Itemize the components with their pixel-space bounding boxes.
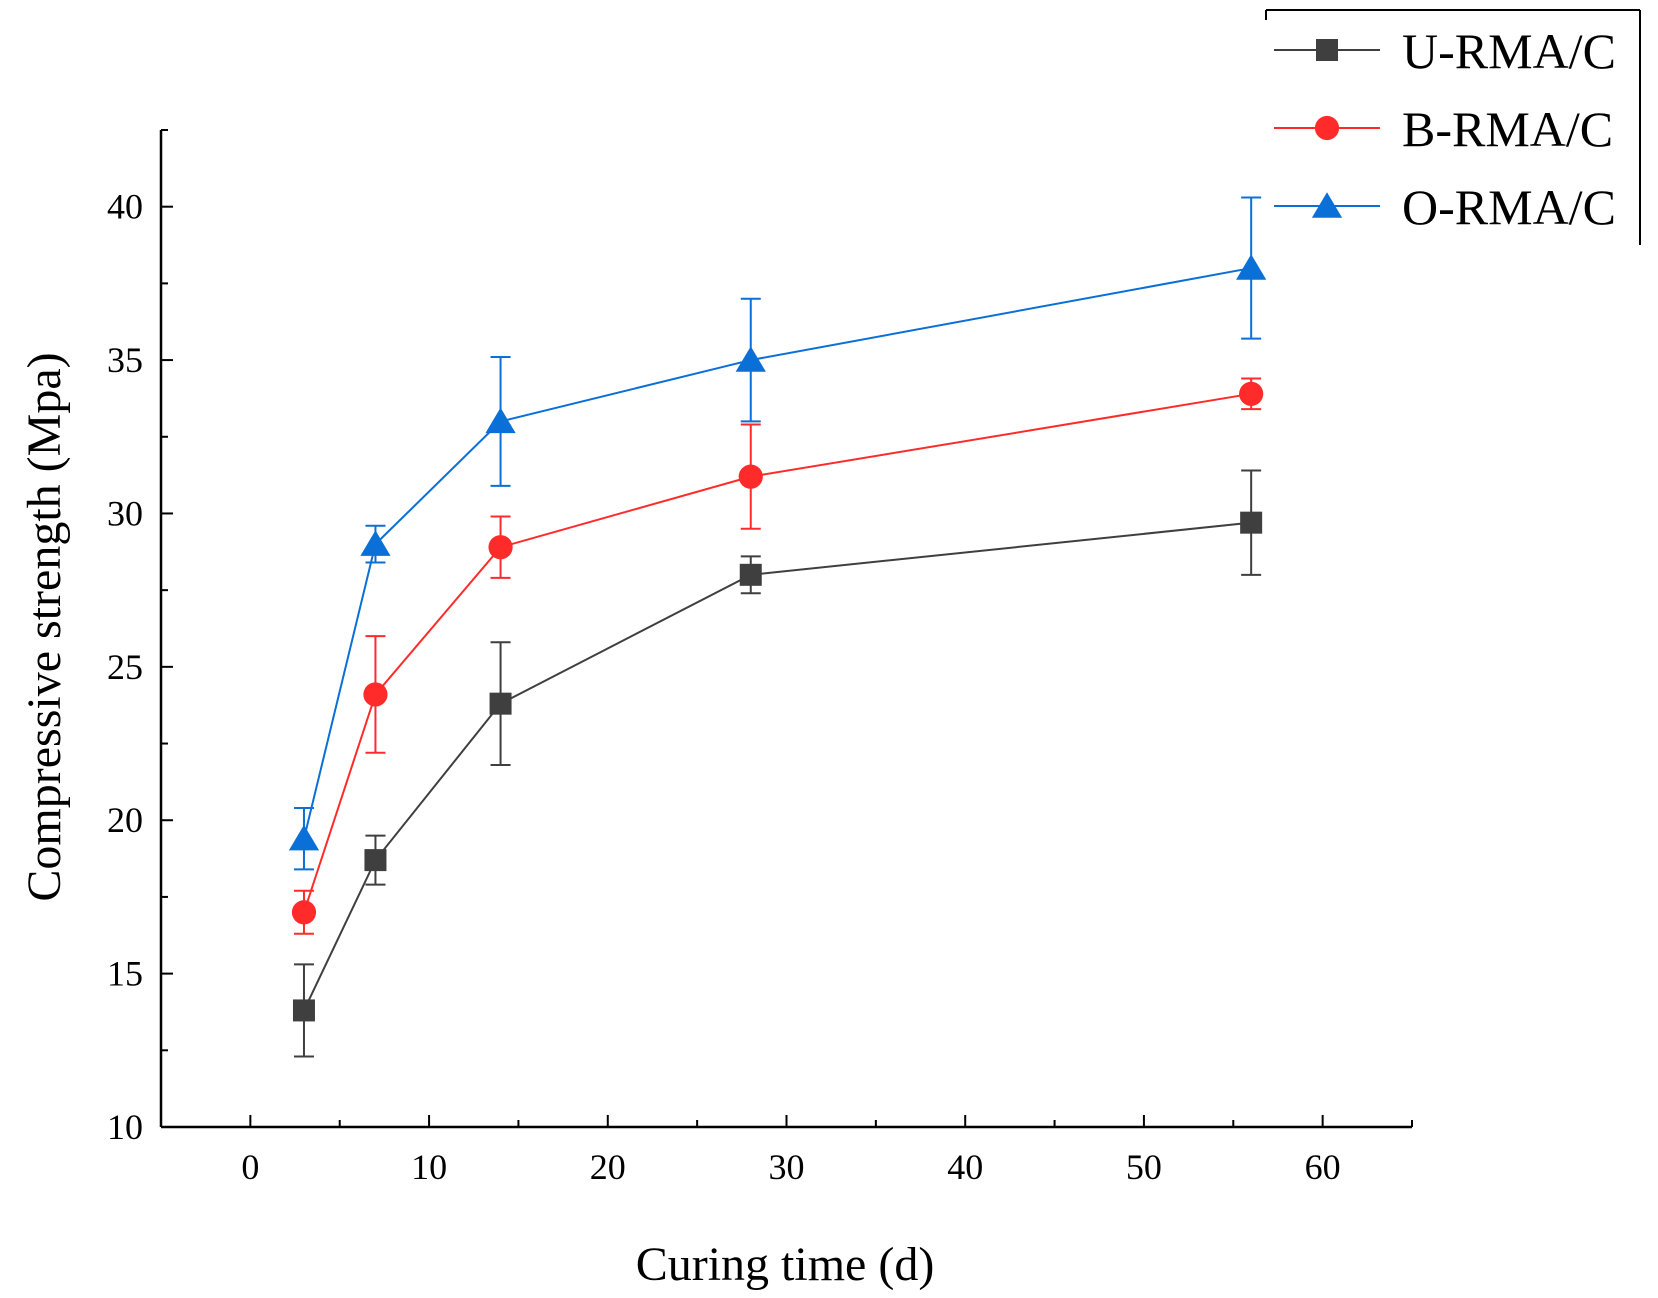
data-point xyxy=(291,900,317,925)
legend: U-RMA/C B-RMA/C O-RMA/C xyxy=(1265,9,1641,245)
series-layer xyxy=(288,196,1267,1058)
data-point xyxy=(1240,511,1263,534)
x-tick-label: 60 xyxy=(1305,1147,1341,1187)
data-point xyxy=(488,535,513,560)
series-line xyxy=(303,392,1252,913)
data-point xyxy=(292,999,315,1022)
data-point xyxy=(363,682,388,707)
x-tick-label: 10 xyxy=(411,1147,447,1187)
data-point xyxy=(739,563,762,586)
y-axis-title: Compressive strength (Mpa) xyxy=(18,352,71,901)
data-point xyxy=(364,849,387,872)
series-line xyxy=(302,267,1252,839)
data-point xyxy=(360,530,391,556)
y-tick-label: 10 xyxy=(107,1107,143,1147)
data-point xyxy=(288,824,320,851)
x-axis-title: Curing time (d) xyxy=(636,1238,935,1291)
legend-label: O-RMA/C xyxy=(1402,179,1616,235)
y-tick-label: 35 xyxy=(107,340,143,380)
series-line xyxy=(303,521,1252,1011)
x-tick-label: 0 xyxy=(241,1147,259,1187)
data-point xyxy=(735,346,766,372)
series-B-RMA/C xyxy=(291,377,1264,935)
legend-marker xyxy=(1314,115,1340,141)
axes: 0 10 20 30 40 50 60 10 15 20 25 30 35 40 xyxy=(107,129,1413,1187)
series-U-RMA/C xyxy=(292,469,1263,1058)
data-point xyxy=(1239,381,1264,406)
legend-marker xyxy=(1316,39,1338,61)
data-point xyxy=(489,692,512,715)
x-tick-label: 40 xyxy=(947,1147,983,1187)
legend-marker xyxy=(1311,192,1343,218)
y-tick-label: 25 xyxy=(107,647,143,687)
data-point xyxy=(1236,254,1267,280)
series-O-RMA/C xyxy=(288,196,1267,871)
y-tick-label: 30 xyxy=(107,493,143,533)
y-tick-label: 15 xyxy=(107,954,143,994)
legend-label: B-RMA/C xyxy=(1402,101,1613,157)
data-point xyxy=(485,407,516,434)
y-tick-label: 20 xyxy=(107,800,143,840)
x-tick-label: 30 xyxy=(769,1147,805,1187)
data-point xyxy=(738,464,763,489)
y-tick-label: 40 xyxy=(107,187,143,227)
x-tick-label: 50 xyxy=(1126,1147,1162,1187)
x-tick-label: 20 xyxy=(590,1147,626,1187)
legend-label: U-RMA/C xyxy=(1402,23,1616,79)
